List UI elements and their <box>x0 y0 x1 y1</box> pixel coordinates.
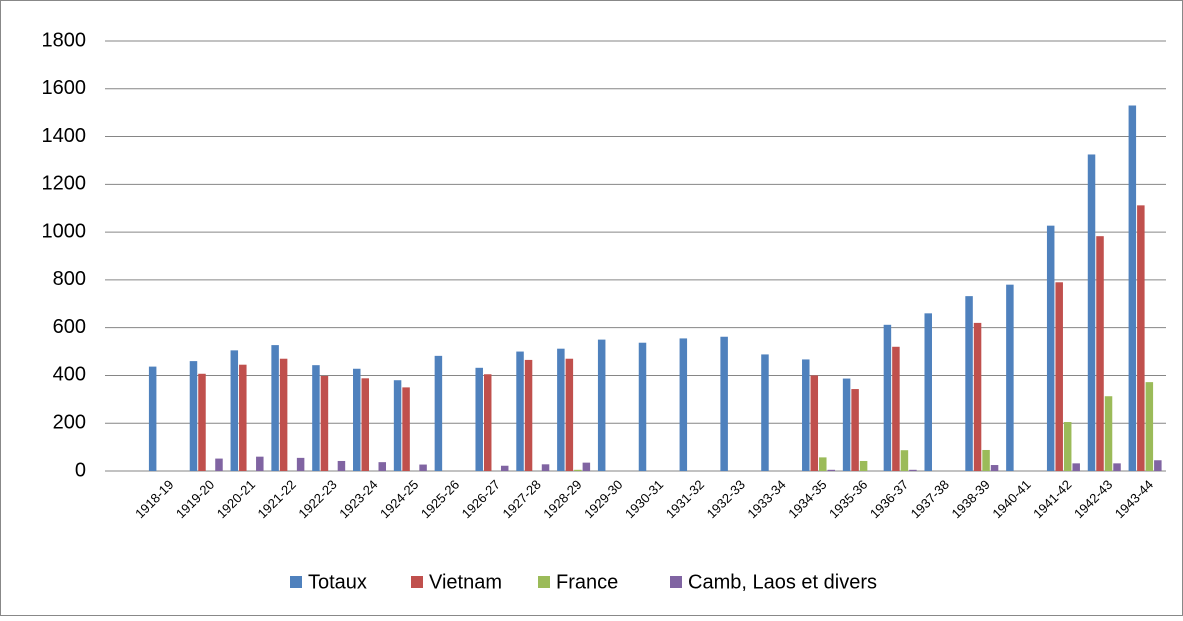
bar <box>761 354 769 471</box>
bar <box>574 469 582 471</box>
bar <box>827 469 836 471</box>
legend-label: Vietnam <box>429 571 502 593</box>
y-tick-label: 600 <box>53 316 86 338</box>
bar <box>148 366 157 471</box>
bar <box>500 465 509 471</box>
y-tick-label: 1600 <box>42 77 87 99</box>
y-tick-label: 1000 <box>42 220 87 242</box>
y-tick-label: 1200 <box>42 173 87 195</box>
bar <box>638 342 647 471</box>
legend-label: Totaux <box>308 571 367 593</box>
legend-swatch <box>538 576 550 588</box>
y-tick-label: 1400 <box>42 125 87 147</box>
bar <box>1104 396 1113 471</box>
y-tick-label: 200 <box>53 412 86 434</box>
legend-swatch <box>290 576 302 588</box>
y-tick-label: 1800 <box>42 29 87 51</box>
bar <box>296 457 305 471</box>
legend-swatch <box>670 576 682 588</box>
bar <box>516 351 524 471</box>
bar <box>810 375 819 471</box>
bar <box>320 375 329 471</box>
bar <box>378 462 387 471</box>
bar <box>679 338 688 471</box>
bar <box>475 367 483 471</box>
bar <box>557 348 565 471</box>
bar <box>1087 154 1096 471</box>
bar <box>965 296 973 471</box>
bar <box>1072 463 1080 471</box>
bar <box>597 339 606 471</box>
bar <box>819 457 827 471</box>
bar <box>353 368 361 471</box>
bar <box>402 387 410 471</box>
y-tick-label: 800 <box>53 268 86 290</box>
bar <box>982 449 990 471</box>
bar <box>483 374 492 471</box>
bar <box>1096 236 1104 471</box>
bar <box>851 389 859 471</box>
bar <box>1113 463 1121 471</box>
bar <box>1046 225 1055 471</box>
bar <box>802 359 810 471</box>
bar <box>393 380 402 471</box>
bar <box>419 464 427 471</box>
bar <box>1128 105 1137 471</box>
legend-label: Camb, Laos et divers <box>688 571 877 593</box>
bar <box>909 469 917 471</box>
bar <box>189 361 198 471</box>
bar <box>1055 282 1063 471</box>
y-tick-label: 400 <box>53 364 86 386</box>
bar <box>541 464 550 471</box>
bar <box>1137 205 1145 471</box>
bar <box>524 359 533 471</box>
bar <box>271 345 279 471</box>
legend-label: France <box>556 571 618 593</box>
bar <box>279 358 288 471</box>
bar <box>239 364 247 471</box>
bar <box>1006 284 1014 471</box>
bar <box>973 322 982 471</box>
bar <box>215 458 223 471</box>
bar <box>198 373 206 471</box>
y-tick-label: 0 <box>75 459 86 481</box>
bar <box>361 378 370 471</box>
bar <box>1145 382 1154 471</box>
bar <box>312 365 320 471</box>
bar <box>990 465 999 471</box>
bar <box>924 313 932 471</box>
bar <box>582 462 591 471</box>
bar <box>434 355 443 471</box>
bar <box>337 460 346 471</box>
bar <box>1154 460 1162 471</box>
bar <box>256 456 264 471</box>
bar <box>892 346 900 471</box>
bar <box>859 460 868 471</box>
bar <box>565 358 574 471</box>
bar <box>883 324 892 471</box>
bar <box>230 350 239 471</box>
legend-swatch <box>411 576 423 588</box>
bar <box>900 450 909 471</box>
bar <box>1063 422 1072 471</box>
bar <box>720 336 728 471</box>
bar <box>842 378 851 471</box>
